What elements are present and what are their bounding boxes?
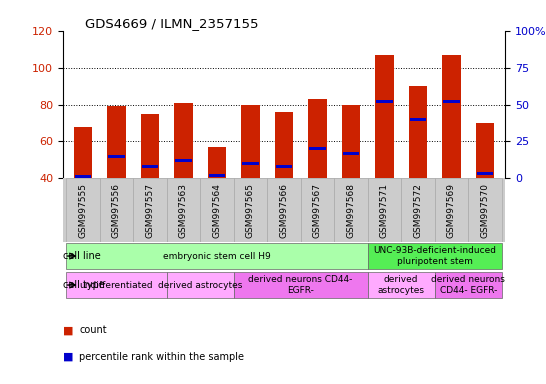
Bar xyxy=(167,178,200,242)
Bar xyxy=(435,178,468,242)
Bar xyxy=(234,272,367,298)
Text: GSM997567: GSM997567 xyxy=(313,183,322,238)
Bar xyxy=(66,272,167,298)
Bar xyxy=(309,147,326,150)
Bar xyxy=(241,104,260,178)
Text: count: count xyxy=(79,325,107,335)
Bar xyxy=(74,127,92,178)
Bar xyxy=(367,243,502,269)
Bar xyxy=(409,86,427,178)
Text: derived
astrocytes: derived astrocytes xyxy=(378,275,425,295)
Bar xyxy=(107,106,126,178)
Bar xyxy=(468,178,502,242)
Bar xyxy=(167,272,234,298)
Text: GSM997569: GSM997569 xyxy=(447,183,456,238)
Bar xyxy=(209,174,225,177)
Bar xyxy=(66,178,100,242)
Bar xyxy=(342,104,360,178)
Bar xyxy=(410,118,426,121)
Bar xyxy=(477,172,493,175)
Text: cell type: cell type xyxy=(63,280,105,290)
Text: GSM997566: GSM997566 xyxy=(280,183,288,238)
Text: derived neurons
CD44- EGFR-: derived neurons CD44- EGFR- xyxy=(431,275,505,295)
Text: GSM997564: GSM997564 xyxy=(212,183,222,238)
Bar xyxy=(207,147,226,178)
Bar xyxy=(66,243,367,269)
Bar xyxy=(334,178,367,242)
Text: GSM997572: GSM997572 xyxy=(413,183,423,238)
Text: undifferentiated: undifferentiated xyxy=(80,281,153,290)
Bar xyxy=(443,100,460,103)
Bar xyxy=(367,178,401,242)
Bar xyxy=(376,100,393,103)
Text: GDS4669 / ILMN_2357155: GDS4669 / ILMN_2357155 xyxy=(85,17,258,30)
Bar xyxy=(442,55,461,178)
Bar xyxy=(343,152,359,155)
Bar xyxy=(200,178,234,242)
Bar xyxy=(100,178,133,242)
Text: GSM997563: GSM997563 xyxy=(179,183,188,238)
Bar xyxy=(301,178,334,242)
Text: GSM997557: GSM997557 xyxy=(145,183,155,238)
Text: cell line: cell line xyxy=(63,251,101,261)
Bar xyxy=(367,272,435,298)
Bar xyxy=(267,178,301,242)
Bar xyxy=(401,178,435,242)
Bar xyxy=(175,159,192,162)
Text: GSM997565: GSM997565 xyxy=(246,183,255,238)
Text: ■: ■ xyxy=(63,352,73,362)
Bar xyxy=(234,178,267,242)
Text: GSM997570: GSM997570 xyxy=(480,183,489,238)
Bar xyxy=(75,175,91,178)
Bar xyxy=(435,272,502,298)
Bar xyxy=(275,112,293,178)
Bar xyxy=(108,155,124,157)
Bar xyxy=(141,114,159,178)
Text: GSM997568: GSM997568 xyxy=(346,183,355,238)
Bar xyxy=(375,55,394,178)
Text: percentile rank within the sample: percentile rank within the sample xyxy=(79,352,244,362)
Bar xyxy=(174,103,193,178)
Text: ■: ■ xyxy=(63,325,73,335)
Text: derived neurons CD44-
EGFR-: derived neurons CD44- EGFR- xyxy=(248,275,353,295)
Text: GSM997571: GSM997571 xyxy=(380,183,389,238)
Text: GSM997556: GSM997556 xyxy=(112,183,121,238)
Bar xyxy=(133,178,167,242)
Text: UNC-93B-deficient-induced
pluripotent stem: UNC-93B-deficient-induced pluripotent st… xyxy=(373,247,496,266)
Text: GSM997555: GSM997555 xyxy=(79,183,87,238)
Bar xyxy=(276,165,292,168)
Text: embryonic stem cell H9: embryonic stem cell H9 xyxy=(163,252,271,260)
Bar xyxy=(308,99,327,178)
Bar xyxy=(242,162,259,165)
Text: derived astrocytes: derived astrocytes xyxy=(158,281,242,290)
Bar xyxy=(476,123,494,178)
Bar xyxy=(141,165,158,168)
